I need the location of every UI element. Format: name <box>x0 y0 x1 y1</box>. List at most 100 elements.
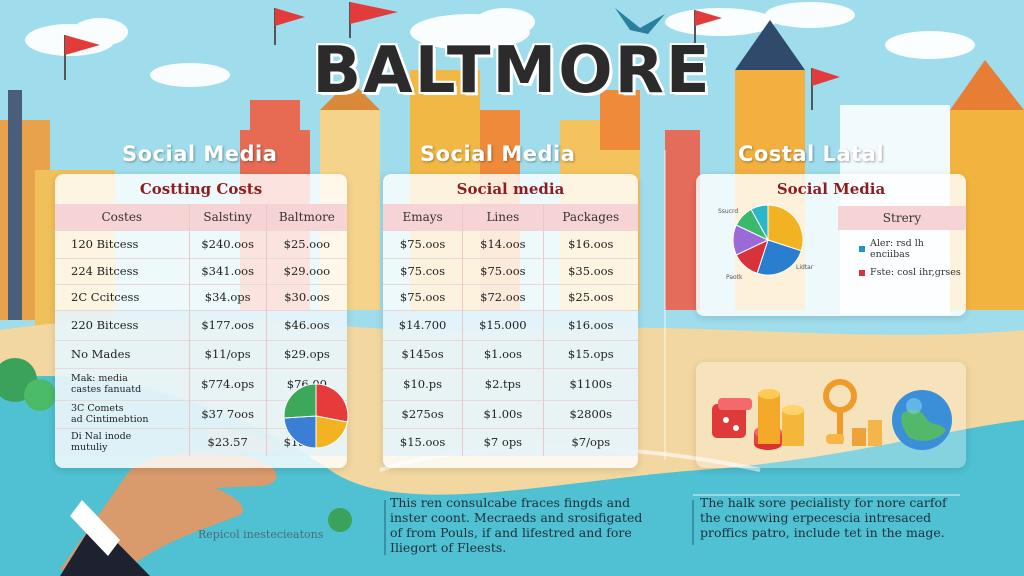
decorative-objects-illustration <box>712 379 952 450</box>
cell: $46.oos <box>265 309 347 340</box>
social-media-panel-title: Social media <box>456 180 565 198</box>
magnifier-icon <box>823 379 857 413</box>
cell: $72.oos <box>462 283 544 310</box>
cell: No Mades <box>55 339 190 368</box>
cell: $15.000 <box>462 309 544 340</box>
pie-slice <box>750 204 769 241</box>
social-header-1: Lines <box>462 204 544 230</box>
social-header-0: Emays <box>383 204 463 230</box>
legend-label: Aler: rsd lh enciibas <box>869 238 924 260</box>
cell: 2C Ccitcess <box>55 283 190 310</box>
cell: Di Nal inode mutuliy <box>55 427 190 456</box>
chart-legend: Aler: rsd lh enciibas Fste: cosl ihr,grs… <box>859 238 966 285</box>
costs-header-2: Baltmore <box>265 204 347 230</box>
chart-panel-title: Social Media <box>776 180 886 198</box>
table-row: $75.oos $14.oos $16.oos <box>383 229 638 258</box>
caption-text: Repicol inestecieatons <box>198 528 324 541</box>
middle-description: This ren consulcabe fraces fingds and in… <box>390 495 643 555</box>
table-row: 224 Bitcess $341.oos $29.ooo <box>55 257 347 284</box>
cell: $1.00s <box>462 399 544 428</box>
social-media-chart-panel: Social Media Strery Ssucrd Paotk Lidtar … <box>696 174 966 316</box>
table-row: 120 Bitcess $240.oos $25.ooo <box>55 229 347 258</box>
cell: $10.ps <box>383 367 463 400</box>
cell: $11/ops <box>188 339 267 368</box>
table-row: $75.cos $75.oos $35.oos <box>383 257 638 284</box>
pie-slice <box>283 415 317 449</box>
costs-header-0: Costes <box>55 204 190 230</box>
cell: $15.ops <box>542 339 638 368</box>
left-pie-chart <box>283 383 349 449</box>
cell: 120 Bitcess <box>55 229 190 258</box>
cell: 220 Bitcess <box>55 309 190 340</box>
cell: $14.oos <box>462 229 544 258</box>
pie-slice <box>756 239 802 276</box>
costs-panel: Costting Costs Costes Salstiny Baltmore … <box>55 174 347 468</box>
table-row: Mak: media castes fanuatd $774.ops $76.00 <box>55 367 347 400</box>
cell: $15.oos <box>383 427 463 456</box>
pie-label-2: Lidtar <box>796 264 814 271</box>
cell: $75.oos <box>383 283 463 310</box>
section-heading-left: Social Media <box>122 142 278 166</box>
cell: $341.oos <box>188 257 267 284</box>
cell: $240.oos <box>188 229 267 258</box>
legend-item: Aler: rsd lh enciibas <box>859 238 966 260</box>
cell: $2.tps <box>462 367 544 400</box>
table-row: $75.oos $72.oos $25.oos <box>383 283 638 310</box>
social-media-table: Emays Lines Packages $75.oos $14.oos $16.o… <box>383 204 638 456</box>
cell: $1100s <box>542 367 638 400</box>
icons-panel <box>696 362 966 468</box>
right-pie-chart <box>732 204 804 276</box>
cell: $75.oos <box>462 257 544 284</box>
cell: $29.ops <box>265 339 347 368</box>
cell: 224 Bitcess <box>55 257 190 284</box>
pie-label-1: Paotk <box>726 274 743 281</box>
pie-slice <box>315 383 349 423</box>
cell: $14.700 <box>383 309 463 340</box>
table-row: $14.700 $15.000 $16.oos <box>383 309 638 340</box>
table-row: $275os $1.00s $2800s <box>383 399 638 428</box>
legend-item: Fste: cosl ihr,grses <box>859 267 966 278</box>
page-title: BALTMORE <box>312 34 712 108</box>
costs-header-1: Salstiny <box>188 204 267 230</box>
cell: $34.ops <box>188 283 267 310</box>
cell: $1.oos <box>462 339 544 368</box>
cell: $7 ops <box>462 427 544 456</box>
social-header-2: Packages <box>542 204 638 230</box>
table-row: No Mades $11/ops $29.ops <box>55 339 347 368</box>
pie-slice <box>767 204 804 252</box>
cell: $75.cos <box>383 257 463 284</box>
cell: Mak: media castes fanuatd <box>55 367 190 400</box>
cell: $37 7oos <box>188 399 267 428</box>
table-row: 2C Ccitcess $34.ops $30.oos <box>55 283 347 310</box>
cell: $29.ooo <box>265 257 347 284</box>
cell: $275os <box>383 399 463 428</box>
cell: $30.oos <box>265 283 347 310</box>
cell: $145os <box>383 339 463 368</box>
table-row: $10.ps $2.tps $1100s <box>383 367 638 400</box>
table-row: 220 Bitcess $177.oos $46.oos <box>55 309 347 340</box>
coin-stack-icon <box>758 394 780 444</box>
costs-panel-title: Costting Costs <box>139 180 263 198</box>
social-media-panel: Social media Emays Lines Packages $75.oo… <box>383 174 638 468</box>
table-row: $15.oos $7 ops $7/ops <box>383 427 638 456</box>
table-row: $145os $1.oos $15.ops <box>383 339 638 368</box>
legend-swatch-blue <box>859 246 865 252</box>
legend-label: Fste: cosl ihr,grses <box>870 267 961 278</box>
cell: $774.ops <box>188 367 267 400</box>
cell: $7/ops <box>542 427 638 456</box>
section-heading-right: Costal Latal <box>738 142 885 166</box>
cell: $2800s <box>542 399 638 428</box>
cell: $23.57 <box>188 427 267 456</box>
right-description: The halk sore pecialisty for nore carfof… <box>700 495 947 540</box>
pie-label-0: Ssucrd <box>718 208 739 215</box>
cell: $25.oos <box>542 283 638 310</box>
section-heading-middle: Social Media <box>420 142 576 166</box>
costs-table: Costes Salstiny Baltmore 120 Bitcess $240… <box>55 204 347 456</box>
cell: $35.oos <box>542 257 638 284</box>
cell: $25.ooo <box>265 229 347 258</box>
cell: 3C Comets ad Cintimebtion <box>55 399 190 428</box>
legend-swatch-red <box>859 269 865 276</box>
pie-slice <box>283 383 317 419</box>
pie-slice <box>315 415 349 449</box>
cell: $16.oos <box>542 229 638 258</box>
